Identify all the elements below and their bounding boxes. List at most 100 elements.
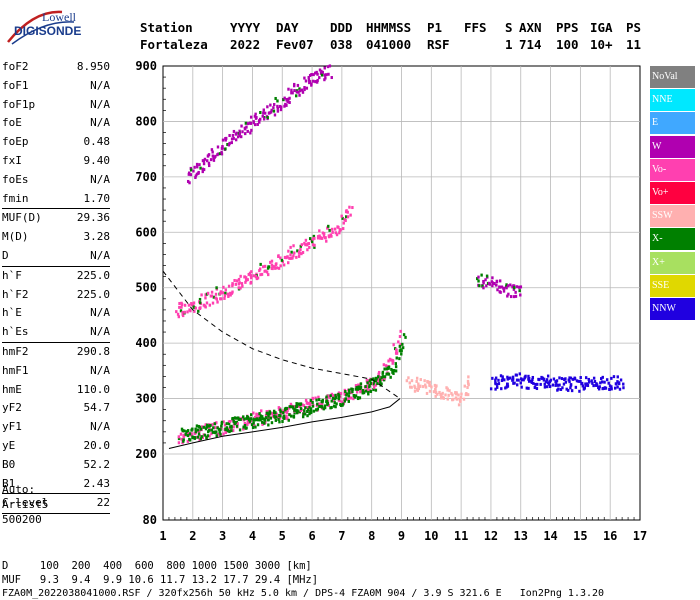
echo-point: [306, 408, 310, 412]
echo-point: [197, 170, 200, 174]
echo-point: [298, 87, 301, 91]
echo-point: [322, 232, 326, 236]
param-row: hmF2 290.8: [2, 343, 110, 362]
echo-point: [399, 342, 402, 346]
echo-point: [436, 392, 439, 396]
param-key: yE: [2, 438, 16, 452]
echo-point: [195, 162, 199, 166]
param-row: foF1 N/A: [2, 77, 110, 96]
echo-point: [178, 301, 181, 305]
echo-point: [285, 414, 288, 418]
echo-point: [441, 391, 444, 395]
echo-point: [331, 393, 335, 397]
echo-point: [189, 309, 192, 313]
echo-point: [334, 405, 337, 409]
echo-point: [434, 394, 437, 398]
echo-point: [506, 294, 509, 298]
echo-point: [320, 236, 324, 240]
echo-point: [214, 292, 218, 296]
echo-point: [270, 411, 274, 415]
echo-point: [298, 89, 302, 93]
echo-point: [480, 273, 483, 277]
echo-point: [204, 293, 207, 297]
echo-point: [352, 397, 355, 401]
echo-point: [203, 433, 207, 437]
echo-point: [260, 409, 263, 413]
echo-point: [330, 76, 333, 80]
echo-point: [234, 138, 238, 142]
echo-point: [249, 131, 252, 135]
echo-point: [259, 273, 262, 277]
echo-point: [604, 386, 608, 390]
echo-point: [276, 104, 279, 108]
echo-point: [220, 420, 224, 424]
echo-point: [215, 421, 218, 425]
echo-point: [361, 388, 365, 392]
param-key: yF1: [2, 420, 22, 434]
echo-point: [347, 399, 350, 403]
echo-point: [575, 379, 579, 383]
echo-point: [592, 384, 595, 388]
echo-point: [243, 275, 246, 279]
echo-point: [193, 436, 196, 440]
echo-point: [210, 148, 214, 152]
digisonde-logo: Lowell DIGISONDE: [4, 6, 124, 46]
echo-point: [459, 395, 463, 399]
x-tick-label: 14: [543, 529, 557, 543]
echo-point: [586, 382, 589, 386]
echo-point: [568, 376, 571, 380]
echo-point: [323, 406, 327, 410]
echo-point: [310, 73, 313, 77]
echo-point: [298, 93, 301, 97]
echo-point: [279, 108, 283, 112]
echo-point: [177, 437, 181, 441]
echo-point: [332, 399, 335, 403]
echo-point: [387, 372, 391, 376]
echo-point: [253, 114, 257, 118]
echo-point: [299, 248, 302, 252]
echo-point: [268, 410, 272, 414]
param-key: hmF2: [2, 344, 29, 358]
echo-point: [394, 362, 397, 366]
echo-point: [392, 343, 395, 347]
echo-point: [313, 245, 316, 249]
echo-point: [546, 374, 550, 378]
echo-point: [238, 428, 242, 432]
echo-point: [221, 145, 224, 149]
echo-point: [198, 163, 201, 167]
echo-point: [402, 333, 406, 337]
echo-point: [257, 418, 260, 422]
footer-distance-row: D 100 200 400 600 800 1000 1500 3000 [km…: [2, 560, 312, 572]
echo-point: [307, 78, 311, 82]
echo-point: [203, 304, 207, 308]
echo-point: [355, 390, 359, 394]
echo-point: [321, 70, 324, 74]
param-row: D N/A: [2, 247, 110, 266]
echo-point: [482, 279, 485, 283]
header-value: 1: [505, 37, 513, 52]
echo-point: [539, 382, 542, 386]
legend-item: X+: [650, 251, 695, 274]
echo-point: [354, 384, 358, 388]
echo-point: [417, 382, 420, 386]
echo-point: [519, 285, 523, 289]
echo-point: [276, 106, 279, 110]
panel-separator: [2, 513, 110, 515]
echo-point: [333, 401, 336, 405]
param-value: N/A: [90, 78, 110, 92]
echo-point: [381, 371, 384, 375]
echo-point: [355, 386, 358, 390]
echo-point: [278, 420, 281, 424]
echo-point: [240, 135, 243, 139]
echo-point: [296, 409, 299, 413]
header-value: Fortaleza: [140, 37, 208, 52]
echo-point: [567, 378, 570, 382]
echo-point: [365, 384, 369, 388]
param-row: M(D) 3.28: [2, 228, 110, 247]
echo-point: [237, 286, 241, 290]
echo-point: [303, 409, 306, 413]
echo-point: [279, 414, 282, 418]
echo-point: [385, 372, 388, 376]
echo-point: [213, 426, 217, 430]
param-row: foE N/A: [2, 114, 110, 133]
